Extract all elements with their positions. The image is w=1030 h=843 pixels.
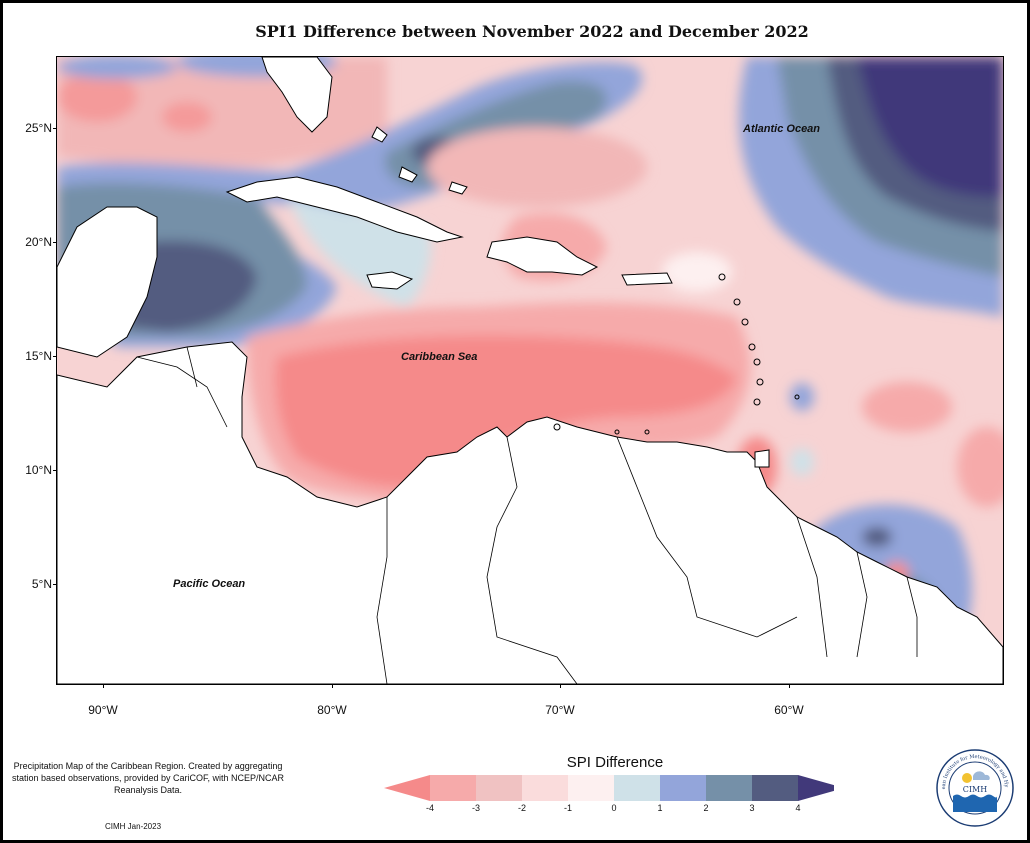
legend-tick-label: -4 <box>425 803 434 813</box>
lon-tick <box>560 684 561 688</box>
lat-tick <box>53 242 57 243</box>
legend-tick-label: 2 <box>703 803 709 813</box>
cimh-logo: CIMH Caribbean Institute for Meteorology… <box>935 748 1014 827</box>
legend-title: SPI Difference <box>566 754 664 771</box>
legend-tick-label: 0 <box>611 803 617 813</box>
legend-swatch <box>706 775 752 801</box>
lat-label-10n: 10°N <box>25 463 52 477</box>
spi-difference-map <box>57 57 1003 684</box>
lon-label-80w: 80°W <box>317 703 347 717</box>
lat-tick <box>53 356 57 357</box>
label-atlantic-ocean: Atlantic Ocean <box>743 123 821 135</box>
lat-label-15n: 15°N <box>25 349 52 363</box>
legend-swatch <box>752 775 798 801</box>
legend-swatch <box>798 775 834 801</box>
legend-tick-label: -2 <box>517 803 526 813</box>
footer-date: CIMH Jan-2023 <box>105 822 162 831</box>
label-caribbean-sea: Caribbean Sea <box>401 351 478 363</box>
wave-icon <box>953 794 997 812</box>
lat-tick <box>53 584 57 585</box>
legend-colorbar <box>384 775 834 801</box>
legend-swatch <box>660 775 706 801</box>
label-pacific-ocean: Pacific Ocean <box>173 578 246 590</box>
logo-text: CIMH <box>963 785 987 794</box>
legend-tick-label: -1 <box>563 803 572 813</box>
legend-swatch <box>614 775 660 801</box>
sun-icon <box>962 773 972 783</box>
lat-tick <box>53 128 57 129</box>
lat-tick <box>53 470 57 471</box>
legend-swatch <box>430 775 476 801</box>
lon-tick <box>103 684 104 688</box>
lon-tick <box>789 684 790 688</box>
lesser-antilles <box>553 273 800 435</box>
legend-swatch <box>476 775 522 801</box>
lat-label-20n: 20°N <box>25 235 52 249</box>
legend-tick-label: 4 <box>795 803 801 813</box>
lon-label-70w: 70°W <box>545 703 575 717</box>
lon-label-60w: 60°W <box>774 703 804 717</box>
legend-tick-label: -3 <box>471 803 480 813</box>
map-panel: Atlantic Ocean Caribbean Sea Pacific Oce… <box>56 56 1004 685</box>
legend-swatch <box>384 775 430 801</box>
cloud-icon <box>973 771 990 780</box>
footer-description: Precipitation Map of the Caribbean Regio… <box>11 761 285 795</box>
lon-label-90w: 90°W <box>88 703 118 717</box>
country-borders <box>136 346 918 684</box>
legend-swatch <box>522 775 568 801</box>
lat-label-5n: 5°N <box>31 577 52 591</box>
legend-swatch <box>568 775 614 801</box>
lat-label-25n: 25°N <box>25 121 52 135</box>
legend-tick-label: 1 <box>657 803 663 813</box>
lon-tick <box>332 684 333 688</box>
map-title: SPI1 Difference between November 2022 an… <box>255 22 809 41</box>
land-masses <box>57 57 1003 684</box>
legend-tick-label: 3 <box>749 803 755 813</box>
